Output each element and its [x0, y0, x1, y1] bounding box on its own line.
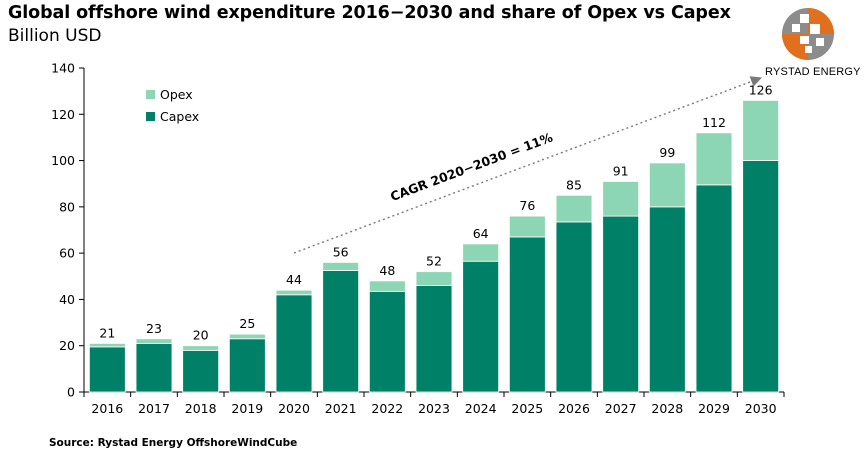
total-label-2029: 112 — [702, 115, 726, 130]
x-tick-label: 2016 — [91, 401, 123, 416]
x-tick-label: 2027 — [605, 401, 637, 416]
x-tick-label: 2030 — [745, 401, 777, 416]
bar-opex-2024 — [462, 243, 500, 262]
bar-capex-2020 — [275, 294, 313, 393]
bar-opex-2029 — [695, 132, 733, 186]
bar-capex-2026 — [555, 221, 593, 393]
rystad-logo-icon — [782, 8, 834, 60]
total-label-2017: 23 — [146, 321, 162, 336]
total-label-2022: 48 — [379, 263, 395, 278]
x-tick-label: 2018 — [185, 401, 217, 416]
logo-text: RYSTAD ENERGY — [765, 66, 861, 78]
x-tick-label: 2022 — [371, 401, 403, 416]
bar-capex-2023 — [415, 285, 453, 393]
y-tick-label: 20 — [59, 338, 75, 353]
y-tick-label: 140 — [51, 61, 75, 76]
total-labels: 21 23 20 25 44 56 48 52 64 76 85 91 99 112 126 — [99, 82, 772, 342]
bar-capex-2019 — [228, 338, 266, 393]
bar-opex-2028 — [648, 162, 686, 208]
bar-capex-2021 — [322, 270, 360, 393]
bar-capex-2027 — [602, 215, 640, 393]
total-label-2021: 56 — [333, 244, 349, 259]
legend-swatch-opex — [146, 90, 155, 99]
bar-opex-2023 — [415, 271, 453, 286]
total-label-2023: 52 — [426, 254, 442, 269]
total-label-2019: 25 — [239, 316, 255, 331]
bar-opex-2021 — [322, 261, 360, 271]
bar-opex-2016 — [88, 342, 126, 348]
bar-capex-2018 — [182, 349, 220, 393]
x-tick-label: 2020 — [278, 401, 310, 416]
bar-opex-2025 — [508, 215, 546, 238]
chart-title: Global offshore wind expenditure 2016−20… — [8, 3, 731, 23]
x-tick-label: 2029 — [698, 401, 730, 416]
bars — [88, 100, 780, 393]
bar-opex-2022 — [368, 280, 406, 292]
legend-label-opex: Opex — [160, 87, 193, 102]
bar-opex-2020 — [275, 289, 313, 296]
total-label-2024: 64 — [473, 226, 489, 241]
bar-opex-2030 — [742, 100, 780, 161]
x-tick-label: 2023 — [418, 401, 450, 416]
total-label-2025: 76 — [519, 198, 535, 213]
y-axis: 0 20 40 60 80 100 120 140 — [51, 61, 85, 400]
bar-opex-2018 — [182, 345, 220, 351]
x-axis: 2016 2017 2018 2019 2020 2021 2022 2023 2024 2025… — [83, 391, 785, 416]
bar-capex-2022 — [368, 290, 406, 393]
bar-capex-2030 — [742, 160, 780, 393]
x-tick-label: 2025 — [511, 401, 543, 416]
legend-swatch-capex — [146, 112, 155, 121]
y-tick-label: 80 — [59, 199, 75, 214]
total-label-2016: 21 — [99, 325, 115, 340]
total-label-2028: 99 — [659, 145, 675, 160]
source-note: Source: Rystad Energy OffshoreWindCube — [49, 437, 298, 449]
total-label-2020: 44 — [286, 272, 302, 287]
bar-opex-2017 — [135, 338, 173, 344]
x-tick-label: 2028 — [651, 401, 683, 416]
bar-capex-2029 — [695, 184, 733, 393]
bar-opex-2019 — [228, 333, 266, 340]
y-tick-label: 40 — [59, 292, 75, 307]
x-tick-label: 2021 — [325, 401, 357, 416]
total-label-2030: 126 — [749, 82, 773, 97]
bar-capex-2017 — [135, 342, 173, 393]
y-tick-label: 0 — [67, 385, 75, 400]
bar-opex-2026 — [555, 194, 593, 223]
bar-capex-2025 — [508, 236, 546, 393]
y-tick-label: 100 — [51, 153, 75, 168]
y-tick-label: 60 — [59, 246, 75, 261]
x-tick-label: 2026 — [558, 401, 590, 416]
bar-capex-2028 — [648, 206, 686, 393]
chart-subtitle: Billion USD — [8, 26, 102, 46]
cagr-arrow — [293, 76, 762, 254]
y-tick-label: 120 — [51, 107, 75, 122]
total-label-2018: 20 — [193, 328, 209, 343]
x-tick-label: 2019 — [231, 401, 263, 416]
x-tick-label: 2024 — [465, 401, 497, 416]
legend: Opex Capex — [146, 87, 199, 124]
cagr-label: CAGR 2020−2030 = 11% — [388, 129, 555, 204]
legend-label-capex: Capex — [160, 109, 199, 124]
bar-capex-2016 — [88, 346, 126, 393]
x-tick-label: 2017 — [138, 401, 170, 416]
total-label-2027: 91 — [613, 163, 629, 178]
total-label-2026: 85 — [566, 177, 582, 192]
bar-capex-2024 — [462, 260, 500, 393]
bar-opex-2027 — [602, 180, 640, 217]
